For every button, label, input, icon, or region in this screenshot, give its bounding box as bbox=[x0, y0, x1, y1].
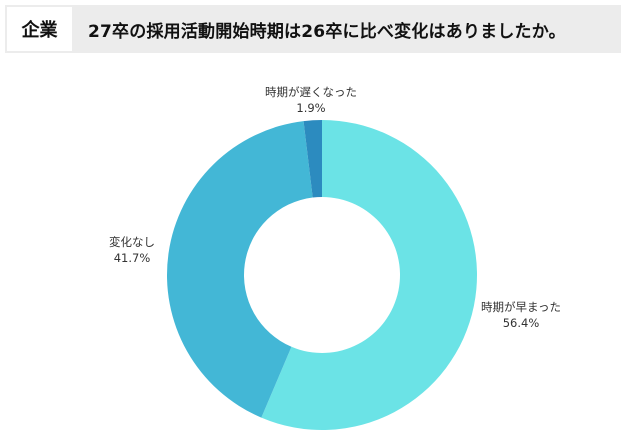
slice-label-earlier: 時期が早まった 56.4% bbox=[466, 299, 576, 331]
slice-label-name: 変化なし bbox=[109, 235, 155, 249]
donut-slices bbox=[167, 120, 477, 430]
slice-label-value: 1.9% bbox=[296, 101, 326, 115]
slice-label-name: 時期が遅くなった bbox=[265, 85, 357, 99]
chart-header: 企業 27卒の採用活動開始時期は26卒に比べ変化はありましたか。 bbox=[5, 5, 621, 53]
slice-label-value: 41.7% bbox=[113, 251, 151, 265]
chart-title: 27卒の採用活動開始時期は26卒に比べ変化はありましたか。 bbox=[88, 21, 566, 42]
slice-label-no-change: 変化なし 41.7% bbox=[92, 234, 172, 266]
slice-label-value: 56.4% bbox=[502, 316, 540, 330]
slice-earlier bbox=[261, 120, 477, 430]
slice-label-name: 時期が早まった bbox=[480, 300, 562, 314]
slice-label-later: 時期が遅くなった 1.9% bbox=[246, 84, 376, 116]
category-tag: 企業 bbox=[7, 7, 72, 51]
slice-no-change bbox=[167, 121, 313, 418]
slice-later bbox=[303, 120, 322, 198]
